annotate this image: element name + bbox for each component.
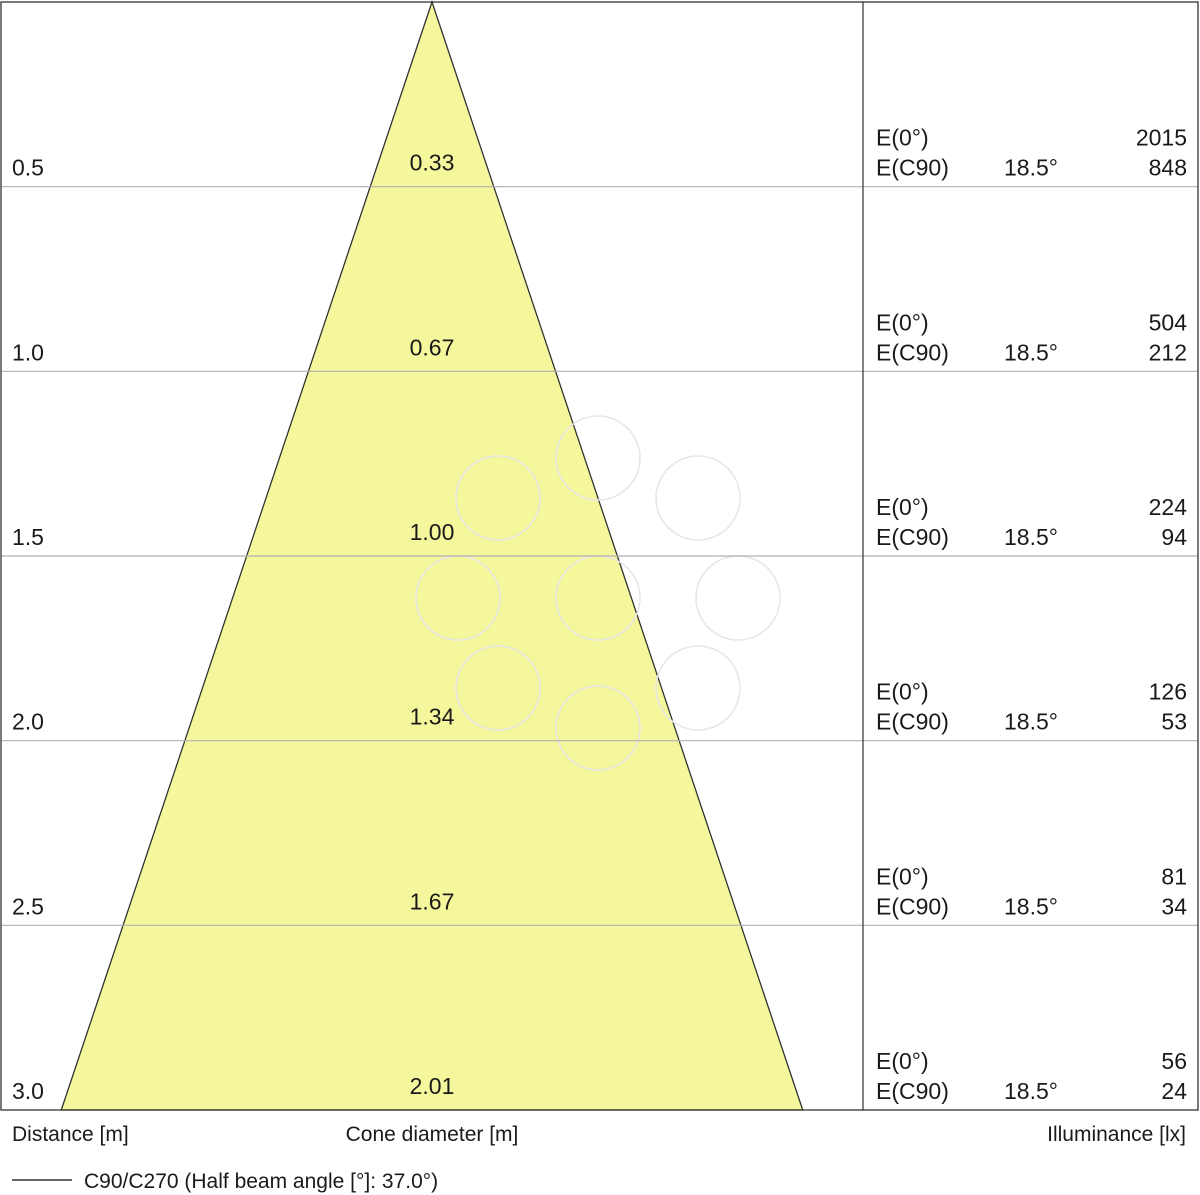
- legend-text: C90/C270 (Half beam angle [°]: 37.0°): [84, 1170, 438, 1193]
- cone-diameter-value: 0.67: [410, 334, 455, 360]
- e0-label: E(0°): [876, 494, 929, 520]
- ec90-value: 212: [1149, 339, 1187, 365]
- distance-row: 0.5 0.33 E(0°) 2015 E(C90) 18.5° 848: [12, 125, 1187, 181]
- e0-value: 504: [1149, 309, 1188, 335]
- ec90-value: 848: [1149, 155, 1187, 181]
- e0-label: E(0°): [876, 309, 929, 335]
- distance-row: 1.5 1.00 E(0°) 224 E(C90) 18.5° 94: [12, 494, 1187, 550]
- e0-value: 56: [1161, 1048, 1187, 1074]
- watermark-logo: [415, 415, 781, 771]
- distance-value: 3.0: [12, 1078, 44, 1104]
- distance-row: 1.0 0.67 E(0°) 504 E(C90) 18.5° 212: [12, 309, 1187, 365]
- distance-value: 0.5: [12, 155, 44, 181]
- ec90-angle: 18.5°: [1004, 709, 1058, 735]
- distance-row: 2.0 1.34 E(0°) 126 E(C90) 18.5° 53: [12, 679, 1187, 735]
- ec90-label: E(C90): [876, 893, 949, 919]
- ec90-label: E(C90): [876, 524, 949, 550]
- e0-label: E(0°): [876, 125, 929, 151]
- ec90-value: 94: [1161, 524, 1187, 550]
- ec90-label: E(C90): [876, 1078, 949, 1104]
- cone-diameter-value: 1.34: [410, 704, 455, 730]
- e0-value: 224: [1149, 494, 1188, 520]
- ec90-angle: 18.5°: [1004, 893, 1058, 919]
- distance-grid: [1, 186, 1198, 926]
- distance-value: 2.5: [12, 893, 44, 919]
- distance-value: 2.0: [12, 709, 44, 735]
- ec90-angle: 18.5°: [1004, 155, 1058, 181]
- distance-row: 2.5 1.67 E(0°) 81 E(C90) 18.5° 34: [12, 863, 1187, 919]
- ec90-value: 24: [1161, 1078, 1187, 1104]
- e0-label: E(0°): [876, 1048, 929, 1074]
- distance-row: 3.0 2.01 E(0°) 56 E(C90) 18.5° 24: [12, 1048, 1187, 1104]
- distance-value: 1.5: [12, 524, 44, 550]
- ec90-angle: 18.5°: [1004, 1078, 1058, 1104]
- distance-value: 1.0: [12, 339, 44, 365]
- ec90-label: E(C90): [876, 155, 949, 181]
- ec90-angle: 18.5°: [1004, 524, 1058, 550]
- ec90-angle: 18.5°: [1004, 339, 1058, 365]
- illuminance-axis-label: Illuminance [lx]: [1047, 1123, 1186, 1146]
- e0-value: 2015: [1136, 125, 1187, 151]
- cone-diameter-axis-label: Cone diameter [m]: [346, 1123, 519, 1146]
- cone-diameter-value: 1.00: [410, 519, 455, 545]
- cone-diameter-value: 1.67: [410, 888, 455, 914]
- ec90-value: 53: [1161, 709, 1187, 735]
- e0-value: 126: [1149, 679, 1187, 705]
- distance-rows: 0.5 0.33 E(0°) 2015 E(C90) 18.5° 848 1.0 0.67 E(0…: [12, 125, 1187, 1104]
- ec90-label: E(C90): [876, 709, 949, 735]
- ec90-label: E(C90): [876, 339, 949, 365]
- cone-diameter-value: 0.33: [410, 150, 455, 176]
- e0-label: E(0°): [876, 863, 929, 889]
- ec90-value: 34: [1161, 893, 1187, 919]
- chart-frame: [0, 1, 1199, 1111]
- cone-diameter-value: 2.01: [410, 1073, 455, 1099]
- frame-border: [0, 1, 1199, 1111]
- distance-axis-label: Distance [m]: [12, 1123, 129, 1146]
- e0-label: E(0°): [876, 679, 929, 705]
- e0-value: 81: [1161, 863, 1187, 889]
